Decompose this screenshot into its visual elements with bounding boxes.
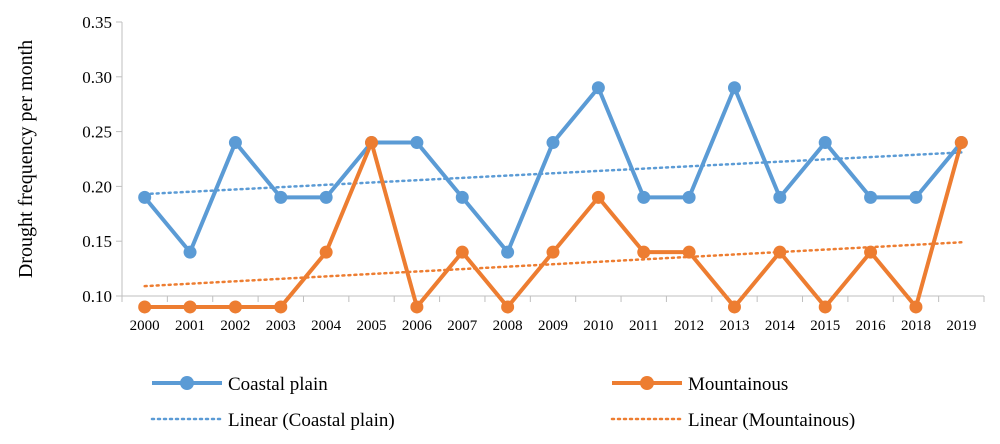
data-point [773, 245, 787, 259]
data-point [682, 190, 696, 204]
data-point [637, 190, 651, 204]
y-tick-label: 0.15 [82, 232, 112, 251]
y-axis-title: Drought frequency per month [15, 40, 37, 278]
data-point [773, 190, 787, 204]
legend-item: Mountainous [612, 374, 788, 395]
x-tick-label: 2018 [901, 318, 931, 334]
y-tick-label: 0.35 [82, 13, 112, 32]
x-tick-label: 2002 [220, 318, 250, 334]
data-point [546, 245, 560, 259]
legend-label: Mountainous [688, 374, 788, 395]
x-tick-label: 2016 [856, 318, 887, 334]
data-point [365, 136, 379, 150]
x-tick-label: 2011 [629, 318, 658, 334]
data-point [727, 300, 741, 314]
data-point [637, 245, 651, 259]
data-point [591, 190, 605, 204]
trendlines [143, 151, 963, 288]
legend-label: Linear (Coastal plain) [228, 410, 395, 431]
x-tick-label: 2005 [357, 318, 387, 334]
x-tick-label: 2001 [175, 318, 205, 334]
legend-label: Coastal plain [228, 374, 328, 395]
data-point [818, 136, 832, 150]
y-tick-label: 0.30 [82, 68, 112, 87]
data-point [591, 81, 605, 95]
data-point [501, 300, 515, 314]
trendline [143, 151, 963, 196]
data-point [818, 300, 832, 314]
series-coastal-plain [138, 81, 968, 259]
data-point [909, 300, 923, 314]
x-tick-label: 2013 [719, 318, 749, 334]
axes: 0.10 0.15 0.20 0.25 0.30 0.35 2000 2001 2002 2003… [82, 13, 985, 334]
x-tick-label: 2009 [538, 318, 568, 334]
data-point [727, 81, 741, 95]
x-tick-label: 2015 [810, 318, 840, 334]
data-point [864, 190, 878, 204]
x-tick-label: 2007 [447, 318, 478, 334]
data-point [228, 136, 242, 150]
data-point [228, 300, 242, 314]
series [138, 81, 968, 314]
data-point [183, 245, 197, 259]
legend-item: Linear (Mountainous) [610, 410, 855, 431]
y-tick-label: 0.20 [82, 177, 112, 196]
data-point [954, 136, 968, 150]
series-line [143, 85, 963, 255]
x-tick-label: 2008 [493, 318, 523, 334]
x-tick-label: 2019 [946, 318, 976, 334]
data-point [909, 190, 923, 204]
data-point [546, 136, 560, 150]
data-point [682, 245, 696, 259]
x-tick-label: 2000 [130, 318, 160, 334]
legend-item: Coastal plain [152, 374, 328, 395]
data-point [864, 245, 878, 259]
data-point [274, 300, 288, 314]
legend-label: Linear (Mountainous) [688, 410, 855, 431]
y-tick-label: 0.10 [82, 287, 112, 306]
data-point [410, 136, 424, 150]
y-tick-label: 0.25 [82, 123, 112, 142]
x-tick-label: 2003 [266, 318, 296, 334]
data-point [138, 190, 152, 204]
legend-marker [180, 376, 194, 390]
x-tick-label: 2010 [583, 318, 613, 334]
data-point [183, 300, 197, 314]
legend-marker [640, 376, 654, 390]
series-mountainous [138, 136, 968, 314]
data-point [274, 190, 288, 204]
series-line [144, 140, 964, 309]
data-point [501, 245, 515, 259]
x-tick-label: 2014 [765, 318, 796, 334]
data-point [138, 300, 152, 314]
data-point [319, 190, 333, 204]
data-point [455, 190, 469, 204]
data-point [455, 245, 469, 259]
data-point [410, 300, 424, 314]
trendline [143, 241, 963, 288]
legend: Coastal plain Mountainous Linear (Coastal … [150, 374, 855, 431]
x-tick-label: 2004 [311, 318, 342, 334]
legend-item: Linear (Coastal plain) [150, 410, 395, 431]
x-tick-label: 2006 [402, 318, 433, 334]
x-tick-label: 2012 [674, 318, 704, 334]
data-point [319, 245, 333, 259]
